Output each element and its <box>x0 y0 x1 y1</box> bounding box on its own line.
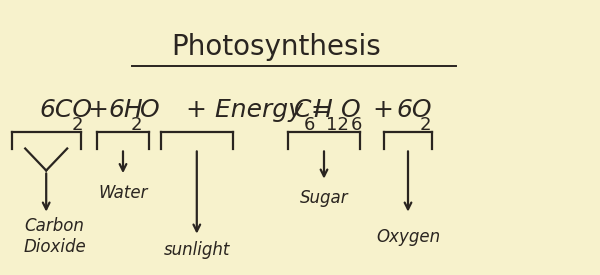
Text: +: + <box>372 98 393 122</box>
Text: 6H: 6H <box>108 98 143 122</box>
Text: +: + <box>87 98 108 122</box>
Text: 2: 2 <box>420 116 431 134</box>
Text: 6: 6 <box>351 116 362 134</box>
Text: Water: Water <box>98 183 148 202</box>
Text: Photosynthesis: Photosynthesis <box>171 33 381 61</box>
Text: H: H <box>313 98 332 122</box>
Text: O: O <box>341 98 361 122</box>
Text: 6CO: 6CO <box>39 98 92 122</box>
Text: + Energy =: + Energy = <box>186 98 332 122</box>
Text: Sugar: Sugar <box>299 189 349 207</box>
Text: sunlight: sunlight <box>164 241 230 259</box>
Text: 6: 6 <box>304 116 316 134</box>
Text: 12: 12 <box>326 116 349 134</box>
Text: Carbon
Dioxide: Carbon Dioxide <box>24 217 87 256</box>
Text: 2: 2 <box>131 116 142 134</box>
Text: O: O <box>140 98 160 122</box>
Text: 6O: 6O <box>396 98 431 122</box>
Text: C: C <box>294 98 311 122</box>
Text: 2: 2 <box>72 116 83 134</box>
Text: Oxygen: Oxygen <box>376 227 440 246</box>
